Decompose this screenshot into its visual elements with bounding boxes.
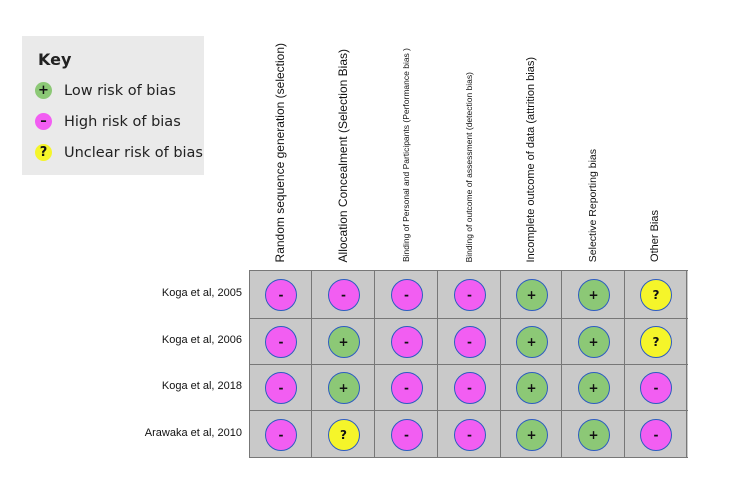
minus-icon: -: [390, 326, 423, 358]
grid-line: [250, 364, 688, 365]
column-header-label: Incomplete outcome of data (attrition bi…: [524, 56, 537, 262]
minus-icon: -: [453, 372, 486, 404]
minus-icon: -: [390, 372, 423, 404]
minus-icon: -: [327, 279, 360, 311]
row-label: Koga et al, 2006: [161, 334, 242, 346]
risk-grid: - - - - + +? - + - - + +? - + - - + + - -? - - + + -: [249, 270, 688, 458]
column-header: Other Bias: [635, 8, 675, 262]
minus-icon: -: [640, 418, 672, 451]
key-item-low: + Low risk of bias: [35, 82, 176, 99]
key-label-high: High risk of bias: [64, 113, 181, 130]
column-header-label: Selective Reporting bias: [586, 148, 599, 262]
column-header: Allocation Concealment (Selection Bias): [323, 8, 363, 262]
question-icon: ?: [35, 144, 52, 161]
plus-icon: +: [577, 372, 610, 404]
grid-line: [250, 457, 688, 458]
plus-icon: +: [327, 326, 360, 358]
plus-icon: +: [515, 279, 548, 311]
key-label-low: Low risk of bias: [64, 82, 176, 99]
plus-icon: +: [577, 279, 610, 311]
question-icon: ?: [640, 326, 672, 358]
row-label: Arawaka et al, 2010: [144, 426, 242, 439]
column-header: Selective Reporting bias: [573, 8, 613, 262]
plus-icon: +: [327, 372, 360, 404]
minus-icon: -: [265, 418, 297, 451]
column-header-label: Allocation Concealment (Selection Bias): [335, 48, 350, 262]
plus-icon: +: [515, 418, 548, 451]
minus-icon: –: [35, 113, 52, 130]
key-title: Key: [38, 50, 72, 69]
grid-line: [250, 318, 688, 319]
minus-icon: -: [453, 326, 486, 358]
minus-icon: -: [640, 372, 672, 404]
plus-icon: +: [515, 326, 548, 358]
column-header: Random sequence generation (selection): [260, 8, 300, 262]
minus-icon: -: [265, 326, 297, 358]
column-header: Binding of Personal and Participants (Pe…: [386, 8, 426, 262]
minus-icon: -: [390, 418, 423, 451]
minus-icon: -: [453, 418, 486, 451]
key-item-unclear: ? Unclear risk of bias: [35, 144, 203, 161]
plus-icon: +: [577, 418, 610, 451]
question-icon: ?: [327, 418, 360, 451]
question-icon: ?: [640, 279, 672, 311]
minus-icon: -: [453, 279, 486, 311]
column-header-label: Random sequence generation (selection): [273, 42, 287, 262]
row-label: Koga et al, 2005: [161, 287, 242, 299]
column-header-label: Binding of outcome of assessment (detect…: [463, 71, 474, 262]
grid-line: [250, 410, 688, 411]
column-header-label: Binding of Personal and Participants (Pe…: [400, 47, 411, 262]
column-header: Binding of outcome of assessment (detect…: [449, 8, 489, 262]
minus-icon: -: [265, 279, 297, 311]
minus-icon: -: [390, 279, 423, 311]
key-label-unclear: Unclear risk of bias: [64, 144, 203, 161]
plus-icon: +: [35, 82, 52, 99]
column-header: Incomplete outcome of data (attrition bi…: [511, 8, 551, 262]
minus-icon: -: [265, 372, 297, 404]
row-label: Koga et al, 2018: [161, 380, 242, 392]
column-header-label: Other Bias: [649, 210, 661, 262]
plus-icon: +: [577, 326, 610, 358]
key-legend: Key + Low risk of bias – High risk of bi…: [22, 36, 204, 175]
plus-icon: +: [515, 372, 548, 404]
key-item-high: – High risk of bias: [35, 113, 181, 130]
